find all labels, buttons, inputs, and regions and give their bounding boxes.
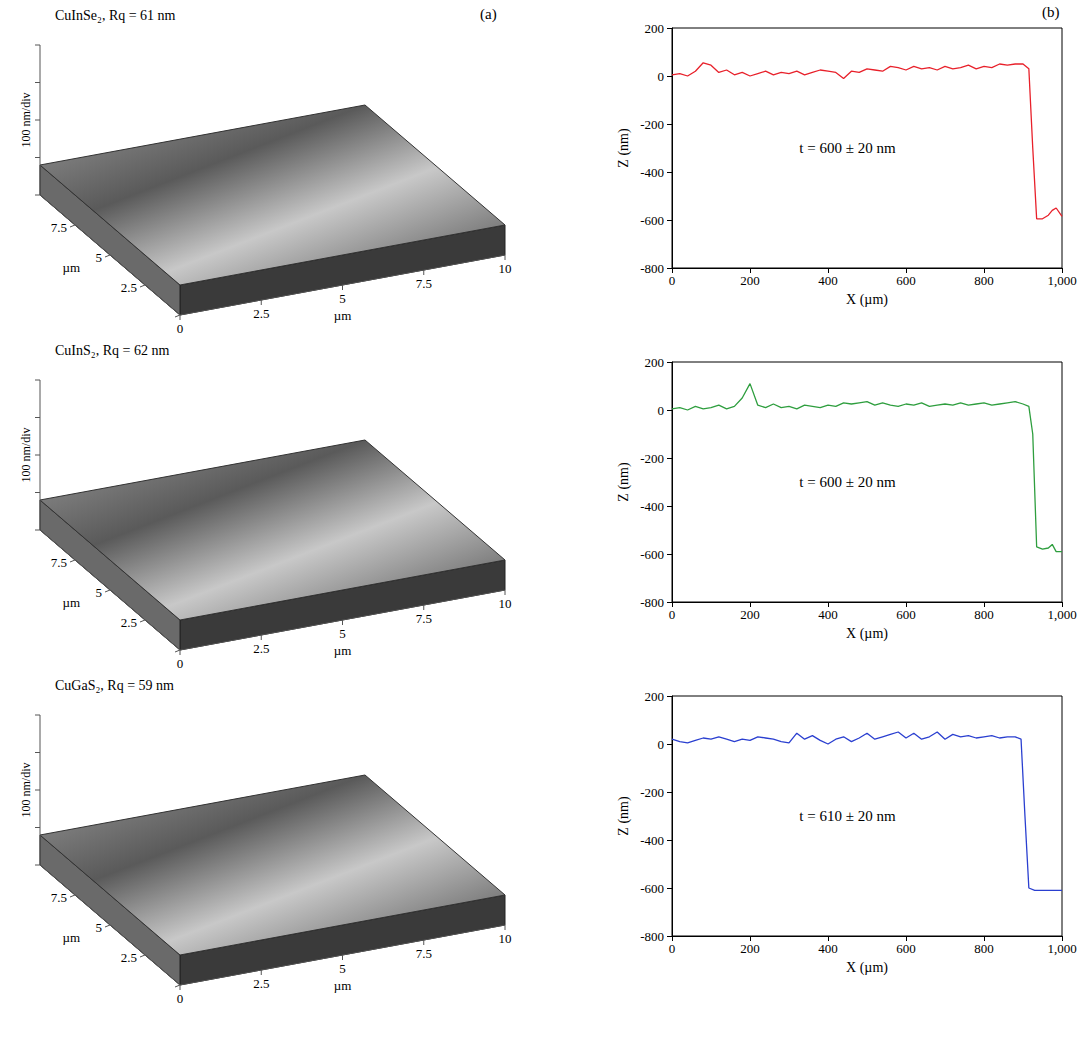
svg-text:-200: -200 <box>640 117 664 132</box>
svg-text:400: 400 <box>818 941 838 956</box>
svg-text:7.5: 7.5 <box>51 555 67 570</box>
svg-text:7.5: 7.5 <box>416 276 432 291</box>
svg-text:5: 5 <box>96 585 103 600</box>
svg-text:-600: -600 <box>640 881 664 896</box>
svg-text:µm: µm <box>62 260 80 275</box>
svg-text:200: 200 <box>645 689 665 704</box>
svg-text:100 nm/div: 100 nm/div <box>19 92 33 147</box>
svg-text:1,000: 1,000 <box>1047 941 1076 956</box>
svg-text:2.5: 2.5 <box>121 280 137 295</box>
svg-text:7.5: 7.5 <box>51 220 67 235</box>
svg-text:µm: µm <box>334 643 352 658</box>
svg-text:7.5: 7.5 <box>51 890 67 905</box>
svg-text:2.5: 2.5 <box>253 976 269 991</box>
svg-text:-800: -800 <box>640 595 664 610</box>
svg-text:400: 400 <box>818 273 838 288</box>
svg-text:-200: -200 <box>640 451 664 466</box>
svg-text:-600: -600 <box>640 547 664 562</box>
svg-text:µm: µm <box>62 930 80 945</box>
svg-text:0: 0 <box>658 403 665 418</box>
svg-text:0: 0 <box>177 321 184 336</box>
svg-text:7.5: 7.5 <box>416 611 432 626</box>
svg-text:-400: -400 <box>640 833 664 848</box>
svg-text:t = 600 ± 20 nm: t = 600 ± 20 nm <box>799 140 896 156</box>
svg-text:5: 5 <box>339 626 346 641</box>
svg-text:5: 5 <box>339 961 346 976</box>
svg-text:200: 200 <box>645 355 665 370</box>
svg-text:(a): (a) <box>480 6 497 23</box>
svg-text:X (µm): X (µm) <box>846 960 888 976</box>
svg-text:2.5: 2.5 <box>253 306 269 321</box>
svg-text:100 nm/div: 100 nm/div <box>19 427 33 482</box>
svg-text:600: 600 <box>896 273 916 288</box>
svg-text:-400: -400 <box>640 165 664 180</box>
svg-text:600: 600 <box>896 607 916 622</box>
svg-text:200: 200 <box>645 21 665 36</box>
svg-text:CuInS₂, Rq = 62 nm: CuInS₂, Rq = 62 nm <box>55 343 169 358</box>
svg-text:800: 800 <box>974 273 994 288</box>
svg-text:5: 5 <box>96 920 103 935</box>
svg-text:10: 10 <box>499 931 512 946</box>
svg-text:Z (nm): Z (nm) <box>616 462 632 502</box>
svg-text:0: 0 <box>177 656 184 671</box>
svg-text:200: 200 <box>740 273 760 288</box>
svg-text:800: 800 <box>974 941 994 956</box>
svg-text:Z (nm): Z (nm) <box>616 796 632 836</box>
svg-text:800: 800 <box>974 607 994 622</box>
svg-text:X (µm): X (µm) <box>846 292 888 308</box>
svg-text:10: 10 <box>499 596 512 611</box>
svg-text:5: 5 <box>339 291 346 306</box>
svg-text:100 nm/div: 100 nm/div <box>19 762 33 817</box>
svg-text:0: 0 <box>669 607 676 622</box>
svg-text:µm: µm <box>334 978 352 993</box>
svg-text:-600: -600 <box>640 213 664 228</box>
svg-text:10: 10 <box>499 261 512 276</box>
svg-text:200: 200 <box>740 941 760 956</box>
svg-text:7.5: 7.5 <box>416 946 432 961</box>
svg-text:0: 0 <box>177 991 184 1006</box>
svg-text:1,000: 1,000 <box>1047 273 1076 288</box>
svg-text:CuGaS₂, Rq = 59 nm: CuGaS₂, Rq = 59 nm <box>55 678 174 693</box>
svg-text:2.5: 2.5 <box>121 950 137 965</box>
svg-text:X (µm): X (µm) <box>846 626 888 642</box>
svg-text:1,000: 1,000 <box>1047 607 1076 622</box>
svg-text:5: 5 <box>96 250 103 265</box>
svg-text:-800: -800 <box>640 929 664 944</box>
svg-text:0: 0 <box>669 273 676 288</box>
svg-text:Z (nm): Z (nm) <box>616 128 632 168</box>
svg-text:200: 200 <box>740 607 760 622</box>
svg-text:0: 0 <box>658 69 665 84</box>
svg-text:0: 0 <box>669 941 676 956</box>
svg-text:400: 400 <box>818 607 838 622</box>
svg-text:µm: µm <box>334 308 352 323</box>
svg-text:2.5: 2.5 <box>253 641 269 656</box>
svg-text:-400: -400 <box>640 499 664 514</box>
svg-text:-200: -200 <box>640 785 664 800</box>
svg-text:2.5: 2.5 <box>121 615 137 630</box>
svg-text:t = 600 ± 20 nm: t = 600 ± 20 nm <box>799 474 896 490</box>
svg-text:-800: -800 <box>640 261 664 276</box>
svg-text:µm: µm <box>62 595 80 610</box>
svg-text:t = 610 ± 20 nm: t = 610 ± 20 nm <box>799 808 896 824</box>
svg-text:CuInSe₂, Rq = 61 nm: CuInSe₂, Rq = 61 nm <box>55 8 176 23</box>
svg-text:0: 0 <box>658 737 665 752</box>
svg-text:(b): (b) <box>1042 4 1060 21</box>
svg-text:600: 600 <box>896 941 916 956</box>
